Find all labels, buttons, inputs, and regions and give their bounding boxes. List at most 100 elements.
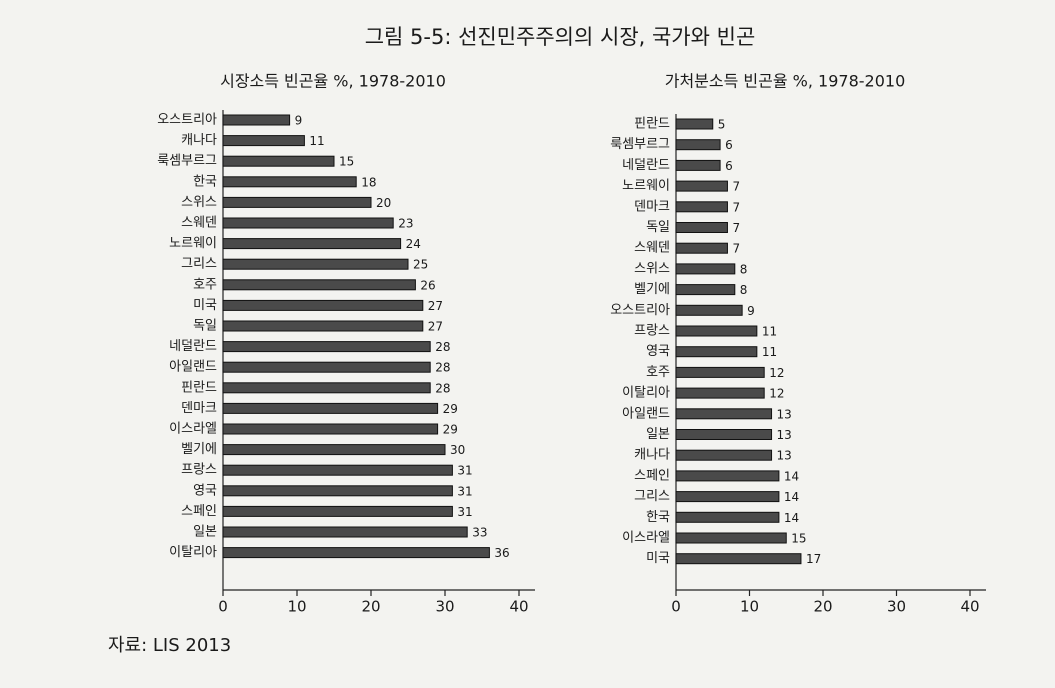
bar xyxy=(222,444,446,456)
bar xyxy=(675,284,736,296)
bar xyxy=(675,242,728,254)
bar xyxy=(222,361,431,373)
y-tick-label: 네덜란드 xyxy=(169,339,217,354)
value-label: 6 xyxy=(725,138,733,152)
bar xyxy=(675,159,721,171)
value-label: 7 xyxy=(732,242,740,256)
value-label: 17 xyxy=(806,552,821,566)
y-tick-label: 스페인 xyxy=(634,468,670,483)
bar xyxy=(675,387,765,399)
value-label: 7 xyxy=(732,180,740,194)
bar xyxy=(222,176,357,188)
value-label: 20 xyxy=(376,196,391,210)
bar xyxy=(675,263,736,275)
bar xyxy=(675,449,773,461)
y-tick-label: 캐나다 xyxy=(634,448,670,463)
bar xyxy=(222,258,409,270)
chart-title: 가처분소득 빈곤율 %, 1978-2010 xyxy=(665,72,906,91)
x-tick-label: 10 xyxy=(740,598,759,616)
value-label: 31 xyxy=(457,505,472,519)
value-label: 31 xyxy=(457,484,472,498)
bar xyxy=(222,402,439,414)
x-tick-label: 20 xyxy=(813,598,832,616)
y-tick-label: 영국 xyxy=(193,483,217,498)
value-label: 11 xyxy=(762,325,777,339)
x-tick-label: 0 xyxy=(671,598,681,616)
bar xyxy=(222,526,468,538)
y-tick-label: 스웨덴 xyxy=(181,216,217,231)
y-tick-label: 스웨덴 xyxy=(634,241,670,256)
value-label: 27 xyxy=(428,320,443,334)
value-label: 7 xyxy=(732,200,740,214)
bar xyxy=(675,366,765,378)
y-tick-label: 오스트리아 xyxy=(610,303,670,318)
value-label: 8 xyxy=(740,283,748,297)
bar xyxy=(222,155,335,167)
value-label: 7 xyxy=(732,221,740,235)
y-tick-label: 미국 xyxy=(193,298,217,313)
value-label: 23 xyxy=(398,217,413,231)
bar xyxy=(222,320,424,332)
y-tick-label: 프랑스 xyxy=(181,463,217,478)
y-tick-label: 영국 xyxy=(646,344,670,359)
value-label: 8 xyxy=(740,262,748,276)
bar xyxy=(675,553,802,565)
y-tick-label: 일본 xyxy=(646,427,670,442)
y-tick-label: 독일 xyxy=(646,220,670,235)
bar xyxy=(222,341,431,353)
y-tick-label: 미국 xyxy=(646,551,670,566)
value-label: 14 xyxy=(784,511,799,525)
value-label: 36 xyxy=(494,546,509,560)
bar xyxy=(222,135,305,147)
bar xyxy=(222,547,490,559)
value-label: 28 xyxy=(435,381,450,395)
value-label: 12 xyxy=(769,366,784,380)
bar xyxy=(675,222,728,233)
value-label: 13 xyxy=(777,407,792,421)
y-tick-label: 이탈리아 xyxy=(169,545,217,560)
value-label: 11 xyxy=(309,134,324,148)
x-tick-label: 30 xyxy=(887,598,906,616)
value-label: 9 xyxy=(747,304,755,318)
source-note: 자료: LIS 2013 xyxy=(108,635,231,656)
x-tick-label: 40 xyxy=(509,598,528,616)
x-tick-label: 0 xyxy=(218,598,228,616)
figure-title: 그림 5-5: 선진민주주의의 시장, 국가와 빈곤 xyxy=(365,25,756,49)
y-tick-label: 핀란드 xyxy=(181,380,217,395)
y-tick-label: 프랑스 xyxy=(634,324,670,339)
bar xyxy=(675,304,743,316)
bar xyxy=(675,201,728,213)
value-label: 15 xyxy=(791,532,806,546)
bar xyxy=(222,505,453,517)
value-label: 30 xyxy=(450,443,465,457)
value-label: 29 xyxy=(443,423,458,437)
y-tick-label: 호주 xyxy=(193,277,217,292)
chart-title: 시장소득 빈곤율 %, 1978-2010 xyxy=(220,72,446,91)
value-label: 29 xyxy=(443,402,458,416)
x-tick-label: 10 xyxy=(287,598,306,616)
value-label: 14 xyxy=(784,490,799,504)
y-tick-label: 벨기에 xyxy=(181,442,217,457)
y-tick-label: 이탈리아 xyxy=(622,386,670,401)
y-tick-label: 이스라엘 xyxy=(622,531,670,546)
bar xyxy=(675,429,773,440)
y-tick-label: 핀란드 xyxy=(634,117,670,132)
value-label: 15 xyxy=(339,155,354,169)
bar xyxy=(222,485,453,497)
y-tick-label: 덴마크 xyxy=(634,199,670,214)
bar xyxy=(675,408,773,420)
y-tick-label: 캐나다 xyxy=(181,133,217,148)
bar xyxy=(675,491,780,503)
y-tick-label: 네덜란드 xyxy=(622,158,670,173)
value-label: 9 xyxy=(295,114,303,128)
value-label: 33 xyxy=(472,526,487,540)
value-label: 12 xyxy=(769,387,784,401)
y-tick-label: 일본 xyxy=(193,525,217,540)
bar xyxy=(222,217,394,229)
bar xyxy=(222,464,453,476)
y-tick-label: 스페인 xyxy=(181,504,217,519)
y-tick-label: 그리스 xyxy=(181,257,217,272)
bar xyxy=(675,118,714,130)
value-label: 11 xyxy=(762,345,777,359)
